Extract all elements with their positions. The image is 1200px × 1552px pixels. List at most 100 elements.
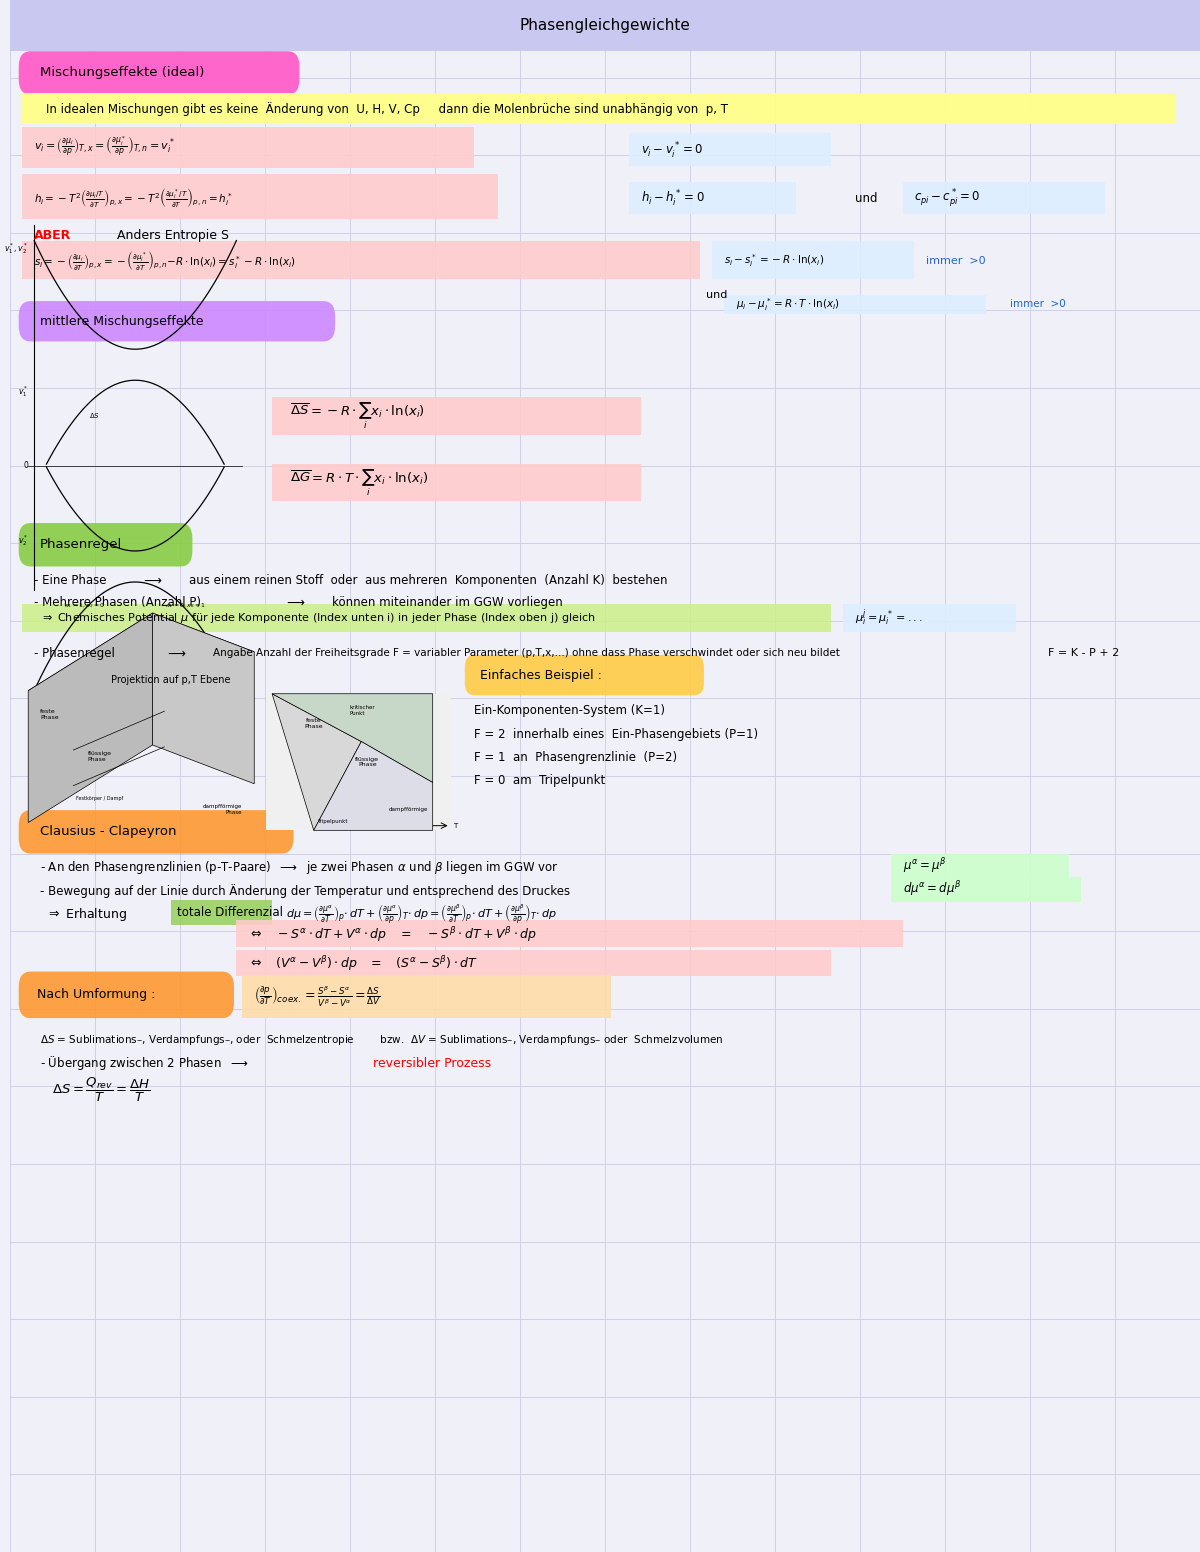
Text: $x_1 = 0, x_2 = 1$: $x_1 = 0, x_2 = 1$ <box>166 601 206 610</box>
Bar <box>713 241 914 279</box>
Text: totale Differenzial: totale Differenzial <box>176 906 283 919</box>
Bar <box>236 920 902 947</box>
Text: und: und <box>707 290 727 300</box>
Text: In idealen Mischungen gibt es keine  Änderung von  U, H, V, Cp     dann die Mole: In idealen Mischungen gibt es keine Ände… <box>46 101 728 116</box>
Bar <box>23 174 498 219</box>
Bar <box>629 133 832 166</box>
Text: können miteinander im GGW vorliegen: können miteinander im GGW vorliegen <box>331 596 563 608</box>
Text: $x_1 = 1, x_2 = 0$: $x_1 = 1, x_2 = 0$ <box>64 601 106 610</box>
Bar <box>629 182 796 214</box>
Text: $\Delta S$ = Sublimations–, Verdampfungs–, oder  Schmelzentropie        bzw.  $\: $\Delta S$ = Sublimations–, Verdampfungs… <box>40 1032 724 1048</box>
Text: $v_i = \left(\frac{\partial \mu_i}{\partial p}\right)_{T,x}$$= \left(\frac{\part: $v_i = \left(\frac{\partial \mu_i}{\part… <box>34 135 175 160</box>
Text: dampfförmige: dampfförmige <box>389 807 428 812</box>
Text: Festkörper / Dampf: Festkörper / Dampf <box>76 796 124 801</box>
Text: $\left(\frac{\partial p}{\partial T}\right)_{coex.} = \frac{S^\beta - S^\alpha}{: $\left(\frac{\partial p}{\partial T}\rig… <box>254 984 382 1009</box>
Bar <box>23 93 1176 124</box>
Text: Angabe Anzahl der Freiheitsgrade F = variabler Parameter (p,T,x,...) ohne dass P: Angabe Anzahl der Freiheitsgrade F = var… <box>212 649 840 658</box>
Text: $c_{pi} - c_{pi}^* = 0$: $c_{pi} - c_{pi}^* = 0$ <box>914 188 980 210</box>
Text: flüssige
Phase: flüssige Phase <box>88 751 112 762</box>
Text: - Übergang zwischen 2 Phasen  $\longrightarrow$: - Übergang zwischen 2 Phasen $\longright… <box>40 1054 248 1072</box>
Bar <box>266 694 450 830</box>
Text: $h_i = -T^2\left(\frac{\partial \mu_i/T}{\partial T}\right)_{p,x}$$= -T^2\left(\: $h_i = -T^2\left(\frac{\partial \mu_i/T}… <box>34 186 233 208</box>
Bar <box>236 950 832 976</box>
Text: $v_1^*, v_2^*$: $v_1^*, v_2^*$ <box>4 241 29 256</box>
Text: $\mu_i^j = \mu_i^* = ...$: $\mu_i^j = \mu_i^* = ...$ <box>856 607 923 629</box>
Bar <box>23 604 832 632</box>
Text: dampfförmige
Phase: dampfförmige Phase <box>203 804 242 815</box>
Polygon shape <box>272 694 361 830</box>
Text: Mischungseffekte (ideal): Mischungseffekte (ideal) <box>40 67 204 79</box>
Text: Einfaches Beispiel :: Einfaches Beispiel : <box>480 669 602 681</box>
Bar <box>11 0 1200 51</box>
Text: Ein-Komponenten-System (K=1): Ein-Komponenten-System (K=1) <box>474 705 665 717</box>
Text: $v_1^*$: $v_1^*$ <box>18 383 29 399</box>
Text: $\Leftrightarrow\quad -S^\alpha \cdot dT + V^\alpha \cdot dp \quad = \quad -S^\b: $\Leftrightarrow\quad -S^\alpha \cdot dT… <box>248 925 538 944</box>
Text: $s_i = -\left(\frac{\partial \mu_i}{\partial T}\right)_{p,x}$$= -\left(\frac{\pa: $s_i = -\left(\frac{\partial \mu_i}{\par… <box>34 250 296 272</box>
Text: - An den Phasengrenzlinien (p-T-Paare)  $\longrightarrow$  je zwei Phasen $\alph: - An den Phasengrenzlinien (p-T-Paare) $… <box>40 860 559 875</box>
Text: $\Rightarrow$ Chemisches Potential $\mu$ für jede Komponente (Index unten i) in : $\Rightarrow$ Chemisches Potential $\mu$… <box>40 610 595 625</box>
Text: $d\mu = \left(\frac{\partial \mu^\alpha}{\partial T}\right)_p \!\cdot dT + \left: $d\mu = \left(\frac{\partial \mu^\alpha}… <box>287 902 557 927</box>
Text: reversibler Prozess: reversibler Prozess <box>373 1057 491 1069</box>
Text: ABER: ABER <box>34 230 72 242</box>
Text: feste
Phase: feste Phase <box>40 709 59 720</box>
FancyBboxPatch shape <box>19 972 234 1018</box>
Bar <box>272 464 641 501</box>
Text: $\Delta S$: $\Delta S$ <box>89 411 101 421</box>
Text: $d\mu^\alpha = d\mu^\beta$: $d\mu^\alpha = d\mu^\beta$ <box>902 880 961 899</box>
Text: F = K - P + 2: F = K - P + 2 <box>1048 649 1118 658</box>
Bar <box>242 975 611 1018</box>
Text: $\overline{\Delta G} = R \cdot T \cdot \sum_i x_i \cdot \ln(x_i)$: $\overline{\Delta G} = R \cdot T \cdot \… <box>290 467 428 498</box>
Text: $v_i - v_i^* = 0$: $v_i - v_i^* = 0$ <box>641 141 703 160</box>
Text: aus einem reinen Stoff  oder  aus mehreren  Komponenten  (Anzahl K)  bestehen: aus einem reinen Stoff oder aus mehreren… <box>188 574 667 587</box>
Text: Tripelpunkt: Tripelpunkt <box>317 819 348 824</box>
Polygon shape <box>313 742 433 830</box>
Text: - Bewegung auf der Linie durch Änderung der Temperatur und entsprechend des Druc: - Bewegung auf der Linie durch Änderung … <box>40 883 570 899</box>
Text: kritischer
Punkt: kritischer Punkt <box>349 705 376 715</box>
Text: Nach Umformung :: Nach Umformung : <box>36 989 155 1001</box>
Polygon shape <box>29 613 254 729</box>
Text: Phasengleichgewichte: Phasengleichgewichte <box>520 19 691 33</box>
Polygon shape <box>152 613 254 784</box>
Text: F = 2  innerhalb eines  Ein-Phasengebiets (P=1): F = 2 innerhalb eines Ein-Phasengebiets … <box>474 728 758 740</box>
Bar <box>844 604 1015 632</box>
Bar <box>902 182 1105 214</box>
Text: immer  >0: immer >0 <box>1009 300 1066 309</box>
FancyBboxPatch shape <box>19 523 192 566</box>
Text: $\mu^\alpha = \mu^\beta$: $\mu^\alpha = \mu^\beta$ <box>902 857 946 875</box>
Text: $\longrightarrow$: $\longrightarrow$ <box>284 596 306 608</box>
FancyBboxPatch shape <box>19 301 335 341</box>
Text: Anders Entropie S: Anders Entropie S <box>118 230 229 242</box>
Polygon shape <box>272 694 433 782</box>
Text: T: T <box>452 823 457 829</box>
Bar <box>890 854 1069 878</box>
FancyBboxPatch shape <box>19 810 294 854</box>
Text: $\Delta S = \dfrac{Q_{rev}}{T} = \dfrac{\Delta H}{T}$: $\Delta S = \dfrac{Q_{rev}}{T} = \dfrac{… <box>52 1076 150 1103</box>
Text: $\Leftrightarrow\quad (V^\alpha - V^\beta) \cdot dp \quad = \quad (S^\alpha - S^: $\Leftrightarrow\quad (V^\alpha - V^\bet… <box>248 954 478 973</box>
Text: 0: 0 <box>23 461 29 470</box>
Text: flüssige
Phase: flüssige Phase <box>355 757 379 767</box>
Bar <box>23 241 701 279</box>
Text: $\overline{\Delta S} = -R \cdot \sum_i x_i \cdot \ln(x_i)$: $\overline{\Delta S} = -R \cdot \sum_i x… <box>290 400 425 431</box>
Text: $\Rightarrow$ Erhaltung: $\Rightarrow$ Erhaltung <box>46 906 127 922</box>
Text: Phasenregel: Phasenregel <box>40 539 122 551</box>
Bar <box>724 295 986 314</box>
Text: - Phasenregel: - Phasenregel <box>34 647 122 660</box>
Text: $\longrightarrow$: $\longrightarrow$ <box>166 647 187 660</box>
Bar <box>890 877 1081 902</box>
Text: $s_i - s_i^* = -R \cdot \ln(x_i)$: $s_i - s_i^* = -R \cdot \ln(x_i)$ <box>724 253 824 268</box>
Text: $h_i - h_i^* = 0$: $h_i - h_i^* = 0$ <box>641 189 704 208</box>
FancyBboxPatch shape <box>19 51 300 95</box>
Bar <box>170 900 272 925</box>
Polygon shape <box>29 613 152 823</box>
Text: $\mu_i - \mu_i^* = R \cdot T \cdot \ln(x_i)$: $\mu_i - \mu_i^* = R \cdot T \cdot \ln(x… <box>736 296 840 312</box>
FancyBboxPatch shape <box>464 655 704 695</box>
Text: Projektion auf p,T Ebene: Projektion auf p,T Ebene <box>112 675 230 684</box>
Text: - Mehrere Phasen (Anzahl P): - Mehrere Phasen (Anzahl P) <box>34 596 209 608</box>
Text: mittlere Mischungseffekte: mittlere Mischungseffekte <box>40 315 204 327</box>
Text: feste
Phase: feste Phase <box>305 719 323 729</box>
Text: $\longrightarrow$: $\longrightarrow$ <box>142 574 163 587</box>
Text: $v_2^*$: $v_2^*$ <box>18 532 29 548</box>
Text: und: und <box>856 192 877 205</box>
Bar <box>272 397 641 435</box>
Text: immer  >0: immer >0 <box>926 256 986 265</box>
